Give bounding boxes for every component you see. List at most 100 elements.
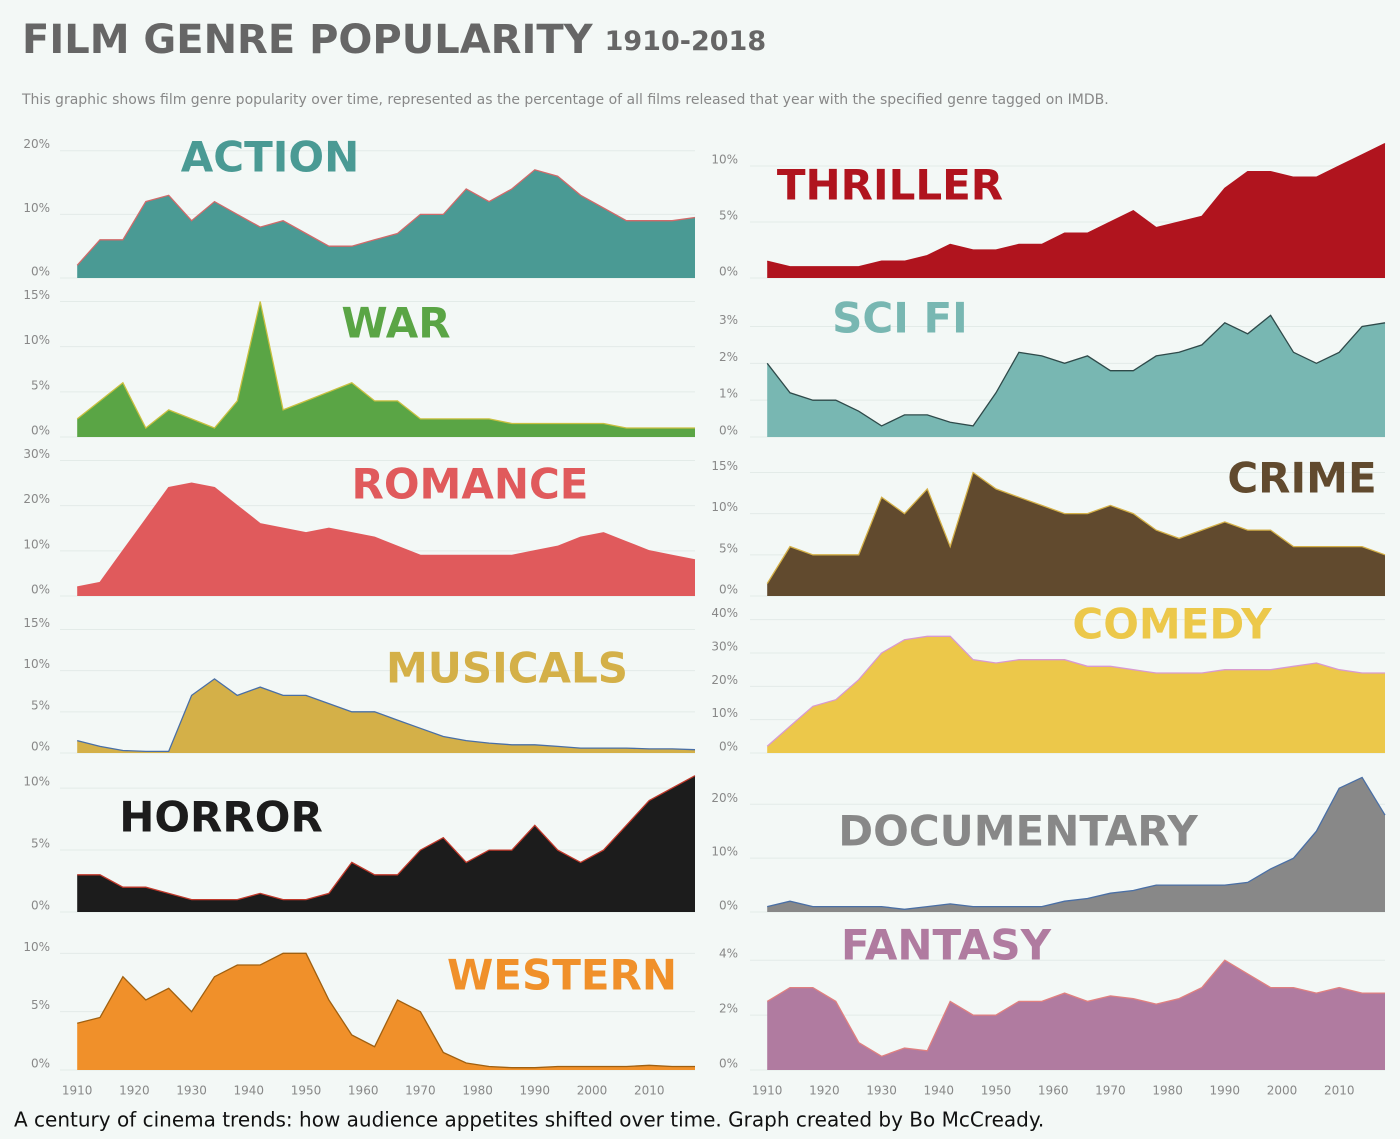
y-tick-label: 2% [719, 1002, 738, 1016]
y-tick-label: 20% [711, 791, 738, 805]
x-tick-label: 1990 [520, 1084, 551, 1098]
x-tick-label: 2010 [1324, 1084, 1355, 1098]
page-title: FILM GENRE POPULARITY 1910-2018 [22, 17, 766, 63]
y-tick-label: 0% [719, 899, 738, 913]
y-tick-label: 20% [23, 492, 50, 506]
y-tick-label: 0% [719, 265, 738, 279]
x-tick-label: 1940 [234, 1084, 265, 1098]
x-tick-label: 1950 [291, 1084, 322, 1098]
x-tick-label: 1930 [176, 1084, 207, 1098]
x-tick-label: 1940 [924, 1084, 955, 1098]
area-outline [77, 678, 696, 753]
area-outline [766, 635, 1385, 747]
y-tick-label: 2% [719, 350, 738, 364]
x-tick-label: 1960 [348, 1084, 379, 1098]
area-outline [77, 952, 695, 1069]
y-tick-label: 30% [711, 640, 738, 654]
y-tick-label: 10% [23, 775, 50, 789]
y-tick-label: 5% [31, 378, 50, 392]
y-tick-label: 20% [711, 673, 738, 687]
y-tick-label: 10% [23, 537, 50, 551]
area [767, 777, 1385, 912]
area-outline [77, 775, 696, 901]
title-years: 1910-2018 [605, 26, 767, 57]
y-tick-label: 30% [23, 447, 50, 461]
y-tick-label: 10% [23, 333, 50, 347]
area-outline [766, 471, 1386, 584]
x-tick-label: 1920 [119, 1084, 150, 1098]
y-tick-label: 5% [31, 698, 50, 712]
y-tick-label: 0% [719, 583, 738, 597]
genre-title: WAR [341, 299, 450, 348]
x-tick-label: 1920 [809, 1084, 840, 1098]
y-tick-label: 0% [31, 899, 50, 913]
area [77, 775, 695, 912]
area [767, 143, 1385, 278]
genre-title: HORROR [119, 793, 323, 842]
y-tick-label: 3% [719, 313, 738, 327]
area-outline [766, 314, 1386, 427]
genre-title: COMEDY [1072, 600, 1272, 649]
genre-title: FANTASY [841, 921, 1052, 970]
y-tick-label: 1% [719, 387, 738, 401]
area [77, 483, 695, 596]
y-tick-label: 5% [719, 541, 738, 555]
area [767, 472, 1385, 596]
y-tick-label: 0% [31, 1057, 50, 1071]
y-tick-label: 20% [23, 137, 50, 151]
genre-title: SCI FI [832, 294, 968, 343]
subtitle: This graphic shows film genre popularity… [21, 92, 1109, 108]
area [77, 169, 695, 278]
y-tick-label: 0% [31, 583, 50, 597]
y-tick-label: 0% [719, 1057, 738, 1071]
y-tick-label: 5% [31, 998, 50, 1012]
area-outline [76, 169, 696, 266]
genre-title: DOCUMENTARY [838, 807, 1198, 856]
y-tick-label: 10% [711, 500, 738, 514]
x-tick-label: 1960 [1038, 1084, 1069, 1098]
genre-title: THRILLER [777, 161, 1003, 210]
x-tick-label: 1930 [866, 1084, 897, 1098]
y-tick-label: 10% [23, 940, 50, 954]
x-tick-label: 1910 [62, 1084, 93, 1098]
x-tick-label: 1980 [1152, 1084, 1183, 1098]
y-tick-label: 4% [719, 947, 738, 961]
x-tick-label: 1980 [462, 1084, 493, 1098]
x-tick-label: 2010 [634, 1084, 665, 1098]
y-tick-label: 0% [31, 740, 50, 754]
y-tick-label: 15% [711, 459, 738, 473]
area [767, 960, 1385, 1070]
y-tick-label: 0% [719, 740, 738, 754]
y-tick-label: 10% [23, 201, 50, 215]
genre-title: ROMANCE [351, 460, 588, 509]
area [767, 315, 1385, 437]
y-tick-label: 5% [31, 837, 50, 851]
y-tick-label: 40% [711, 606, 738, 620]
area-outline [77, 482, 696, 588]
footer: A century of cinema trends: how audience… [14, 1108, 1044, 1132]
genre-title: WESTERN [447, 951, 677, 1000]
y-tick-label: 10% [711, 845, 738, 859]
x-tick-label: 2000 [1267, 1084, 1298, 1098]
genre-title: ACTION [181, 133, 359, 182]
y-tick-label: 10% [711, 706, 738, 720]
x-tick-label: 1990 [1210, 1084, 1241, 1098]
title-text: FILM GENRE POPULARITY [22, 17, 594, 63]
x-tick-label: 1970 [405, 1084, 436, 1098]
y-tick-label: 10% [711, 153, 738, 167]
area-outline [767, 776, 1386, 910]
area [767, 636, 1385, 753]
genre-title: MUSICALS [386, 644, 628, 693]
y-tick-label: 0% [31, 265, 50, 279]
y-tick-label: 15% [23, 288, 50, 302]
y-tick-label: 10% [23, 657, 50, 671]
area [77, 301, 695, 437]
genre-title: CRIME [1227, 454, 1376, 503]
area [77, 678, 695, 753]
x-tick-label: 1910 [752, 1084, 783, 1098]
x-tick-label: 1950 [981, 1084, 1012, 1098]
area-outline [76, 301, 695, 430]
y-tick-label: 0% [31, 424, 50, 438]
y-tick-label: 0% [719, 424, 738, 438]
